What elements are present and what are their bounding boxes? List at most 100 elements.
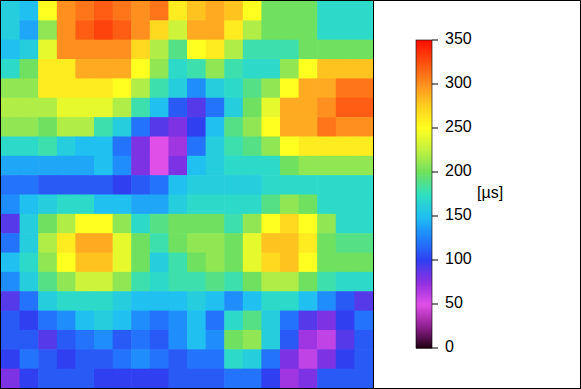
heatmap-cell: [187, 214, 206, 234]
heatmap-cell: [1, 175, 20, 195]
heatmap-cell: [131, 330, 150, 350]
heatmap-cell: [94, 233, 113, 253]
heatmap-cell: [187, 1, 206, 21]
heatmap-cell: [243, 20, 262, 40]
heatmap-cell: [38, 98, 57, 118]
heatmap-cell: [131, 117, 150, 137]
heatmap-cell: [20, 369, 39, 389]
heatmap-cell: [224, 78, 243, 98]
heatmap-cell: [168, 195, 187, 215]
heatmap-cell: [131, 233, 150, 253]
heatmap-cell: [354, 136, 373, 156]
heatmap-cell: [187, 156, 206, 176]
heatmap-cell: [57, 311, 76, 331]
heatmap-cell: [168, 253, 187, 273]
heatmap-cell: [1, 233, 20, 253]
heatmap-cell: [354, 59, 373, 79]
heatmap-cell: [354, 253, 373, 273]
heatmap-cell: [261, 349, 280, 369]
heatmap-cell: [336, 59, 355, 79]
heatmap-cell: [280, 136, 299, 156]
heatmap-cell: [113, 233, 132, 253]
heatmap-cell: [113, 117, 132, 137]
heatmap-cell: [131, 195, 150, 215]
heatmap-cell: [113, 1, 132, 21]
heatmap-cell: [57, 330, 76, 350]
heatmap-cell: [354, 1, 373, 21]
heatmap-cell: [243, 311, 262, 331]
heatmap-cell: [206, 117, 225, 137]
colorbar-tick: [432, 304, 438, 305]
heatmap-cell: [206, 175, 225, 195]
heatmap-cell: [336, 1, 355, 21]
heatmap-cell: [187, 253, 206, 273]
heatmap-cell: [224, 1, 243, 21]
heatmap-cell: [131, 136, 150, 156]
heatmap-cell: [299, 136, 318, 156]
heatmap-cell: [317, 311, 336, 331]
heatmap-cell: [113, 253, 132, 273]
heatmap-cell: [206, 233, 225, 253]
heatmap-cell: [187, 136, 206, 156]
heatmap-cell: [38, 369, 57, 389]
heatmap-cell: [280, 253, 299, 273]
heatmap-cell: [113, 214, 132, 234]
heatmap-cell: [224, 291, 243, 311]
heatmap-cell: [336, 272, 355, 292]
heatmap-cell: [243, 1, 262, 21]
heatmap-cell: [168, 40, 187, 60]
heatmap-cell: [280, 233, 299, 253]
heatmap-cell: [299, 272, 318, 292]
heatmap-cell: [280, 214, 299, 234]
heatmap-cell: [206, 291, 225, 311]
colorbar-tick-label: 150: [445, 206, 472, 223]
heatmap-cell: [280, 330, 299, 350]
heatmap-cell: [354, 369, 373, 389]
heatmap-cell: [354, 291, 373, 311]
heatmap-cell: [243, 98, 262, 118]
heatmap-cell: [75, 330, 94, 350]
heatmap-cell: [1, 117, 20, 137]
heatmap-cell: [94, 20, 113, 40]
heatmap-cell: [113, 136, 132, 156]
colorbar-tick: [432, 84, 438, 85]
heatmap-cell: [94, 1, 113, 21]
heatmap-cell: [336, 20, 355, 40]
heatmap-cell: [113, 175, 132, 195]
heatmap-cell: [299, 156, 318, 176]
heatmap-cell: [243, 175, 262, 195]
colorbar-tick: [432, 216, 438, 217]
heatmap-cell: [187, 175, 206, 195]
heatmap-cell: [1, 272, 20, 292]
colorbar-tick: [432, 128, 438, 129]
heatmap-cell: [243, 156, 262, 176]
heatmap-cell: [94, 349, 113, 369]
heatmap-cell: [336, 349, 355, 369]
heatmap-cell: [354, 330, 373, 350]
colorbar-tick: [432, 260, 438, 261]
heatmap-cell: [150, 117, 169, 137]
heatmap-cell: [280, 195, 299, 215]
heatmap-cell: [113, 78, 132, 98]
heatmap-cell: [1, 156, 20, 176]
heatmap-cell: [131, 59, 150, 79]
heatmap-cell: [75, 253, 94, 273]
heatmap-cell: [206, 330, 225, 350]
heatmap-cell: [1, 214, 20, 234]
heatmap-cell: [168, 330, 187, 350]
heatmap-cell: [1, 40, 20, 60]
heatmap-cell: [206, 1, 225, 21]
heatmap-cell: [299, 175, 318, 195]
heatmap-cell: [336, 233, 355, 253]
heatmap-cell: [280, 98, 299, 118]
heatmap-cell: [38, 20, 57, 40]
heatmap-cell: [94, 59, 113, 79]
heatmap-cell: [94, 330, 113, 350]
heatmap-cell: [261, 156, 280, 176]
heatmap-cell: [354, 233, 373, 253]
heatmap-cell: [243, 369, 262, 389]
heatmap-cell: [187, 369, 206, 389]
heatmap-cell: [299, 117, 318, 137]
heatmap-cell: [317, 291, 336, 311]
colorbar-tick-label: 200: [445, 162, 472, 179]
